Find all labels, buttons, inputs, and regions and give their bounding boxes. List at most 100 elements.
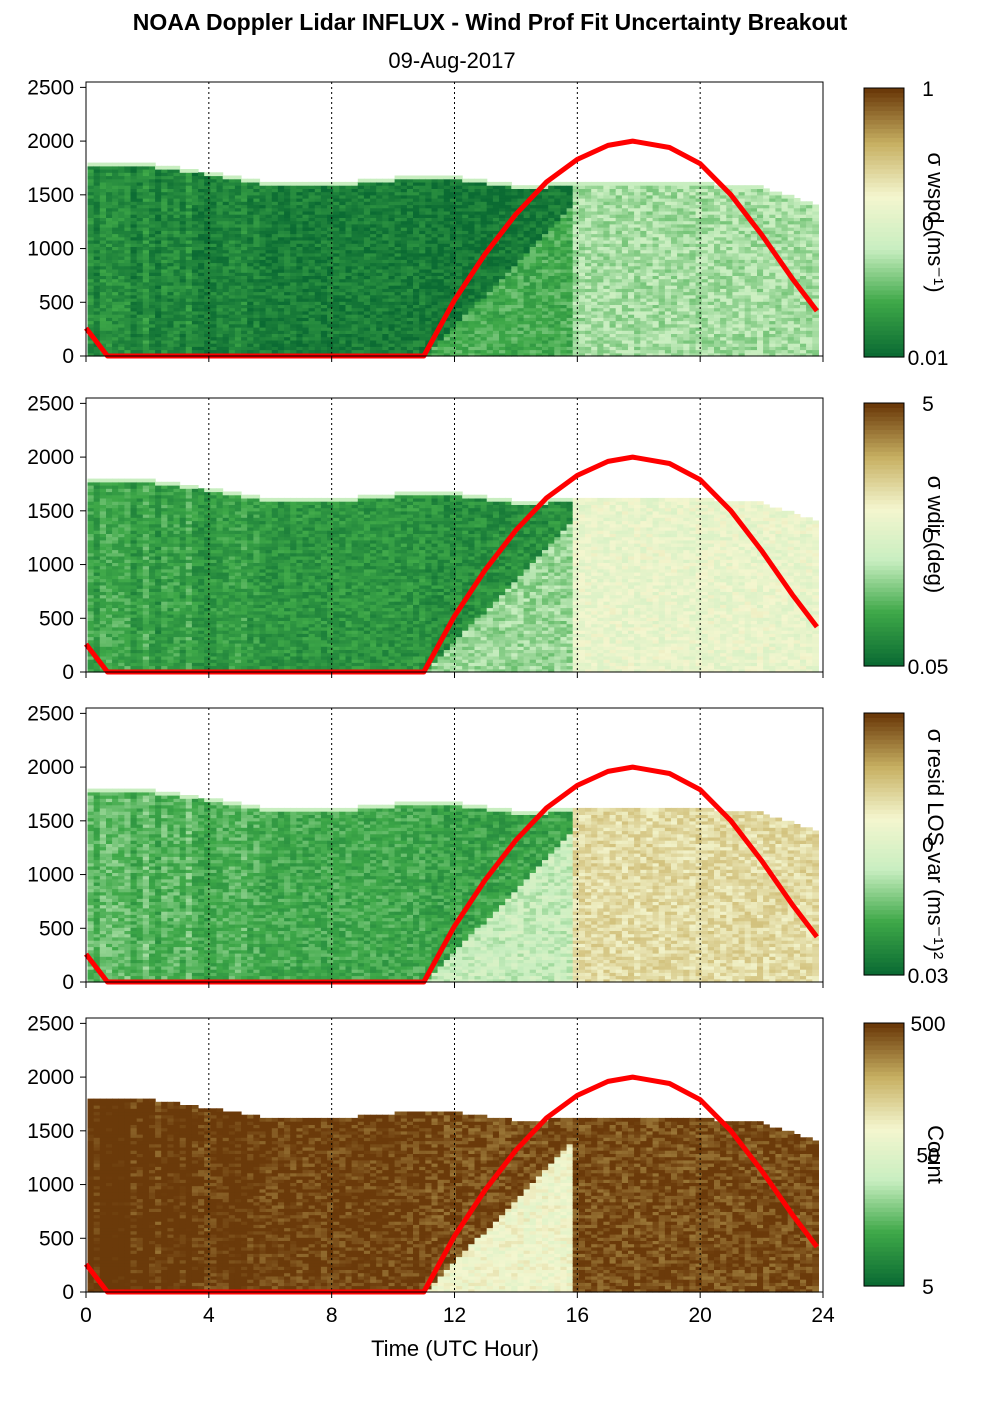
heatmap-cell: [419, 214, 426, 218]
heatmap-cell: [155, 166, 162, 170]
heatmap-cell: [309, 214, 316, 218]
heatmap-cell: [462, 337, 469, 341]
heatmap-cell: [94, 295, 101, 299]
heatmap-cell: [401, 269, 408, 273]
heatmap-cell: [358, 185, 365, 189]
heatmap-cell: [628, 227, 635, 231]
heatmap-cell: [505, 256, 512, 260]
heatmap-cell: [610, 182, 617, 186]
heatmap-cell: [628, 311, 635, 315]
heatmap-cell: [487, 227, 494, 231]
heatmap-cell: [315, 256, 322, 260]
heatmap-cell: [401, 240, 408, 244]
heatmap-cell: [137, 350, 144, 354]
heatmap-cell: [610, 324, 617, 328]
heatmap-cell: [272, 240, 279, 244]
heatmap-cell: [143, 324, 150, 328]
heatmap-cell: [161, 295, 168, 299]
heatmap-cell: [204, 324, 211, 328]
heatmap-cell: [278, 185, 285, 189]
heatmap-cell: [137, 311, 144, 315]
heatmap-cell: [585, 269, 592, 273]
heatmap-cell: [413, 256, 420, 260]
heatmap-cell: [382, 240, 389, 244]
heatmap-cell: [499, 324, 506, 328]
heatmap-cell: [260, 185, 267, 189]
heatmap-cell: [155, 214, 162, 218]
heatmap-cell: [210, 311, 217, 315]
heatmap-cell: [124, 185, 131, 189]
heatmap-cell: [511, 201, 518, 205]
chart-subtitle: 09-Aug-2017: [388, 48, 515, 73]
heatmap-cell: [118, 311, 125, 315]
heatmap-cell: [149, 269, 156, 273]
heatmap-cell: [468, 240, 475, 244]
heatmap-cell: [493, 182, 500, 186]
heatmap-cell: [100, 163, 107, 167]
heatmap-cell: [628, 256, 635, 260]
heatmap-cell: [112, 324, 119, 328]
heatmap-cell: [198, 337, 205, 341]
heatmap-cell: [192, 240, 199, 244]
heatmap-cell: [124, 201, 131, 205]
heatmap-cell: [518, 295, 525, 299]
heatmap-cell: [174, 240, 181, 244]
heatmap-cell: [579, 182, 586, 186]
heatmap-cell: [241, 214, 248, 218]
heatmap-cell: [174, 337, 181, 341]
heatmap-cell: [112, 269, 119, 273]
heatmap-cell: [530, 282, 537, 286]
heatmap-cell: [124, 324, 131, 328]
heatmap-cell: [241, 201, 248, 205]
heatmap-cell: [198, 282, 205, 286]
heatmap-cell: [634, 350, 641, 354]
heatmap-cell: [450, 350, 457, 354]
heatmap-cell: [579, 214, 586, 218]
heatmap-cell: [106, 324, 113, 328]
heatmap-cell: [118, 256, 125, 260]
heatmap-cell: [358, 282, 365, 286]
heatmap-cell: [137, 227, 144, 231]
heatmap-cell: [260, 256, 267, 260]
heatmap-cell: [346, 214, 353, 218]
heatmap-cell: [321, 185, 328, 189]
heatmap-cell: [432, 295, 439, 299]
heatmap-cell: [137, 295, 144, 299]
heatmap-cell: [161, 227, 168, 231]
heatmap-cell: [628, 214, 635, 218]
heatmap-cell: [585, 240, 592, 244]
heatmap-cell: [229, 311, 236, 315]
heatmap-cell: [389, 214, 396, 218]
heatmap-cell: [161, 311, 168, 315]
heatmap-cell: [210, 172, 217, 176]
heatmap-cell: [346, 295, 353, 299]
heatmap-cell: [475, 179, 482, 183]
heatmap-cell: [161, 337, 168, 341]
heatmap-cell: [333, 324, 340, 328]
heatmap-cell: [124, 214, 131, 218]
heatmap-cell: [346, 240, 353, 244]
heatmap-cell: [174, 295, 181, 299]
heatmap-cell: [597, 282, 604, 286]
heatmap-cell: [444, 324, 451, 328]
heatmap-cell: [628, 350, 635, 354]
heatmap-cell: [432, 350, 439, 354]
heatmap-cell: [217, 295, 224, 299]
heatmap-cell: [100, 227, 107, 231]
heatmap-cell: [536, 201, 543, 205]
heatmap-cell: [499, 282, 506, 286]
heatmap-cell: [407, 282, 414, 286]
heatmap-cell: [124, 172, 131, 176]
heatmap-cell: [487, 256, 494, 260]
heatmap-cell: [124, 227, 131, 231]
heatmap-cell: [112, 295, 119, 299]
heatmap-cell: [339, 214, 346, 218]
heatmap-cell: [321, 201, 328, 205]
heatmap-cell: [444, 240, 451, 244]
heatmap-cell: [333, 214, 340, 218]
heatmap-cell: [247, 240, 254, 244]
heatmap-cell: [573, 350, 580, 354]
heatmap-cell: [425, 295, 432, 299]
heatmap-cell: [192, 201, 199, 205]
heatmap-cell: [370, 240, 377, 244]
